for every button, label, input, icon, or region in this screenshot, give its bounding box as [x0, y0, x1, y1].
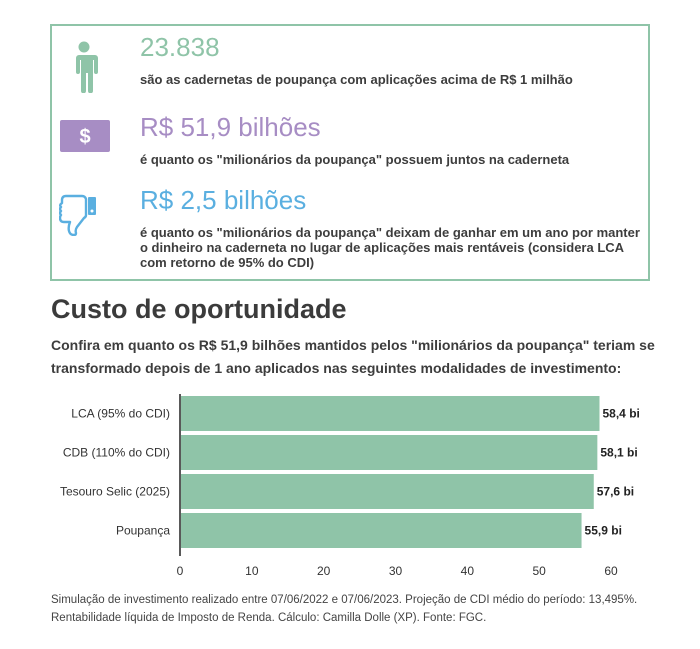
x-tick-label: 60: [604, 564, 618, 578]
stat-value: 23.838: [140, 32, 220, 62]
data-label: 58,4 bi: [603, 407, 640, 421]
section-subtitle: Confira em quanto os R$ 51,9 bilhões man…: [51, 337, 655, 376]
x-tick-label: 50: [532, 564, 546, 578]
data-label: 58,1 bi: [600, 446, 637, 460]
x-tick-label: 10: [245, 564, 259, 578]
category-label: Poupança: [116, 524, 170, 538]
stats-box: 23.838 são as cadernetas de poupança com…: [50, 24, 650, 281]
category-label: CDB (110% do CDI): [63, 446, 170, 460]
thumbs-down-icon: [59, 194, 96, 236]
category-label: LCA (95% do CDI): [71, 407, 170, 421]
stat-value: R$ 2,5 bilhões: [140, 185, 307, 215]
data-label: 55,9 bi: [585, 524, 622, 538]
stat-value: R$ 51,9 bilhões: [140, 112, 321, 142]
bar: [181, 513, 582, 548]
person-icon: [73, 41, 98, 93]
footnote: Simulação de investimento realizado entr…: [51, 594, 638, 624]
dollar-bill-icon: $: [60, 120, 110, 152]
bar: [181, 396, 600, 431]
x-tick-label: 30: [389, 564, 403, 578]
bar: [181, 435, 598, 470]
data-label: 57,6 bi: [597, 485, 634, 499]
stat-description: é quanto os "milionários da poupança" de…: [140, 225, 640, 270]
x-tick-label: 0: [177, 564, 184, 578]
x-tick-label: 20: [317, 564, 331, 578]
bar: [181, 474, 594, 509]
category-label: Tesouro Selic (2025): [60, 485, 170, 499]
stat-description: é quanto os "milionários da poupança" po…: [140, 152, 570, 167]
stat-description: são as cadernetas de poupança com aplica…: [140, 72, 573, 87]
svg-text:$: $: [79, 126, 90, 148]
bar-chart: LCA (95% do CDI) 58,4 bi CDB (110% do CDI)…: [60, 394, 640, 578]
section-title: Custo de oportunidade: [51, 294, 347, 324]
x-tick-label: 40: [461, 564, 475, 578]
